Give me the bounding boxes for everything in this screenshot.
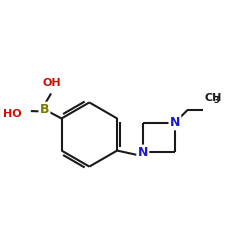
Text: N: N	[170, 116, 180, 129]
Text: N: N	[138, 146, 148, 159]
Text: OH: OH	[43, 78, 62, 88]
Text: 3: 3	[214, 96, 219, 105]
Text: B: B	[40, 103, 49, 116]
Text: HO: HO	[4, 109, 22, 119]
Text: CH: CH	[205, 93, 222, 103]
